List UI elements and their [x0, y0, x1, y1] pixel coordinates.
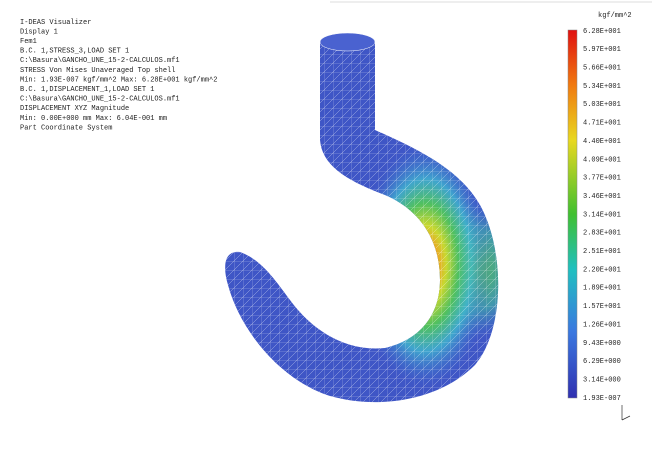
legend-label: 1.57E+001 [583, 303, 621, 311]
legend-label: 4.71E+001 [583, 120, 621, 128]
legend-label: 3.14E+000 [583, 376, 621, 384]
legend-label: 1.93E-007 [583, 395, 621, 403]
info-line: B.C. 1,STRESS_3,LOAD SET 1 [20, 48, 129, 56]
legend-label: 1.26E+001 [583, 321, 621, 329]
legend-label: 3.46E+001 [583, 193, 621, 201]
legend-label: 3.77E+001 [583, 175, 621, 183]
info-line: B.C. 1,DISPLACEMENT_1,LOAD SET 1 [20, 86, 154, 94]
info-line: DISPLACEMENT XYZ Magnitude [20, 105, 129, 113]
legend-label: 5.03E+001 [583, 101, 621, 109]
legend-label: 6.29E+000 [583, 358, 621, 366]
axis-triad [621, 405, 631, 421]
shank-top [319, 32, 376, 52]
legend-label: 3.14E+001 [583, 211, 621, 219]
legend-title: kgf/mm^2 [598, 11, 632, 20]
info-line: Part Coordinate System [20, 124, 112, 132]
info-line: Min: 0.00E+000 mm Max: 6.04E-001 mm [20, 115, 167, 123]
info-line: Display 1 [20, 28, 58, 36]
legend-label: 5.97E+001 [583, 46, 621, 54]
legend-label: 1.89E+001 [583, 285, 621, 293]
info-line: I-DEAS Visualizer [20, 19, 91, 27]
legend-label: 9.43E+000 [583, 340, 621, 348]
info-line: Fem1 [20, 38, 37, 46]
legend-label: 5.66E+001 [583, 65, 621, 73]
legend-label: 6.28E+001 [583, 28, 621, 36]
legend-label: 2.51E+001 [583, 248, 621, 256]
legend-label: 5.34E+001 [583, 83, 621, 91]
color-bar [567, 29, 578, 399]
legend-label: 2.83E+001 [583, 230, 621, 238]
legend-label: 2.20E+001 [583, 266, 621, 274]
info-line: Min: 1.93E-007 kgf/mm^2 Max: 6.28E+001 k… [20, 75, 217, 84]
info-line: C:\Basura\GANCHO_UNE_15-2-CALCULOS.mf1 [20, 96, 180, 104]
info-line: C:\Basura\GANCHO_UNE_15-2-CALCULOS.mf1 [20, 57, 180, 65]
legend-label: 4.09E+001 [583, 156, 621, 164]
info-line: STRESS Von Mises Unaveraged Top shell [20, 67, 175, 75]
legend-label: 4.40E+001 [583, 138, 621, 146]
legend: kgf/mm^2 6.28E+001 5.97E+001 5.66E+001 5.34E… [583, 11, 632, 403]
